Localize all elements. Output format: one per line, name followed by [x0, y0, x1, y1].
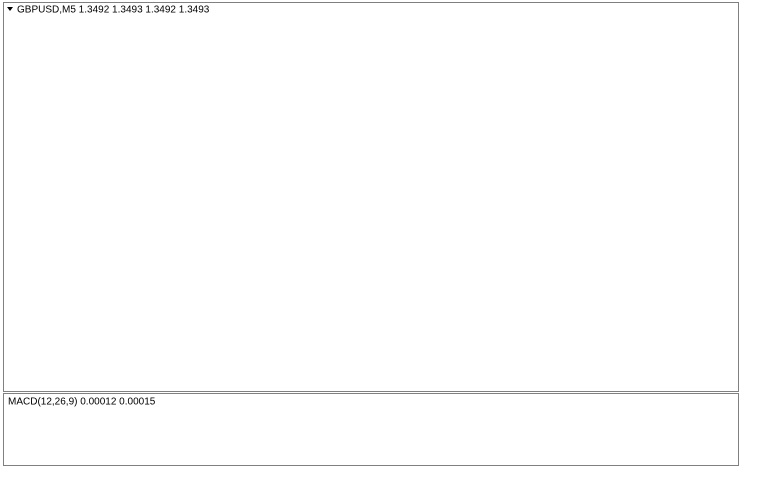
chart-title: GBPUSD,M5 1.3492 1.3493 1.3492 1.3493 [17, 5, 210, 16]
label-layer: GBPUSD,M5 1.3492 1.3493 1.3492 1.3493 MA… [7, 5, 210, 408]
macd-panel-frame [3, 393, 739, 466]
main-panel-frame [3, 2, 739, 392]
macd-title: MACD(12,26,9) 0.00012 0.00015 [8, 397, 156, 408]
dropdown-icon [7, 7, 13, 11]
